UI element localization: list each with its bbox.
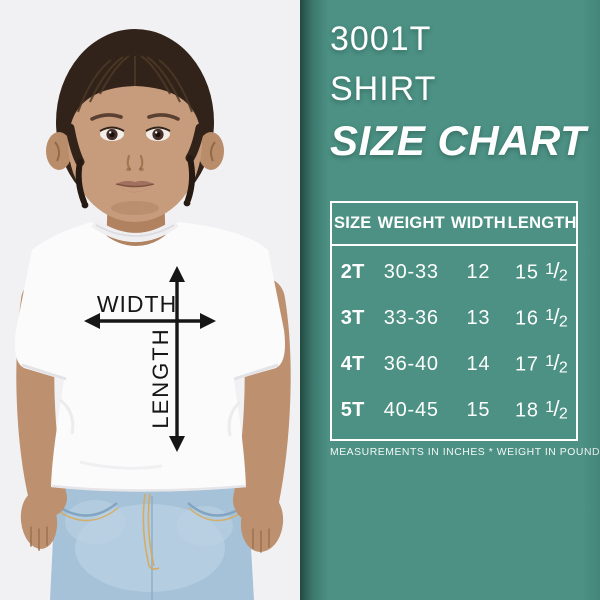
- length-cell: 15 1/2: [514, 258, 569, 285]
- table-row: 4T 36-40 14 17 1/2: [332, 341, 576, 387]
- tshirt: [15, 219, 285, 492]
- size-cell: 2T: [340, 260, 365, 283]
- header-cell-size: SIZE: [333, 214, 372, 232]
- weight-cell: 40-45: [383, 398, 439, 421]
- product-photo: WIDTH LENGTH: [0, 0, 300, 600]
- product-code-title: 3001T: [330, 20, 432, 58]
- weight-cell: 36-40: [383, 352, 439, 375]
- header-cell-weight: WEIGHT: [377, 214, 445, 232]
- child-head: [46, 29, 224, 261]
- table-row: 3T 33-36 13 16 1/2: [332, 295, 576, 341]
- width-cell: 14: [466, 352, 491, 375]
- product-type-title: SHIRT: [330, 70, 437, 108]
- width-cell: 13: [466, 306, 491, 329]
- table-row: 5T 40-45 15 18 1/2: [332, 387, 576, 433]
- header-cell-width: WIDTH: [450, 214, 506, 232]
- width-cell: 12: [466, 260, 491, 283]
- size-cell: 5T: [340, 398, 365, 421]
- size-cell: 3T: [340, 306, 365, 329]
- size-cell: 4T: [340, 352, 365, 375]
- size-table: SIZE WEIGHT WIDTH LENGTH 2T 30-33 12 15 …: [330, 201, 578, 441]
- size-table-header: SIZE WEIGHT WIDTH LENGTH: [332, 203, 576, 246]
- size-chart-panel: 3001T SHIRT SIZE CHART SIZE WEIGHT WIDTH…: [300, 0, 600, 600]
- length-cell: 17 1/2: [514, 350, 569, 377]
- jeans: [50, 478, 254, 600]
- length-cell: 16 1/2: [514, 304, 569, 331]
- size-table-body: 2T 30-33 12 15 1/2 3T 33-36 13 16 1/2 4T…: [332, 246, 576, 439]
- toddler-illustration: WIDTH LENGTH: [15, 29, 291, 600]
- header-cell-length: LENGTH: [507, 214, 577, 232]
- measurement-arrows: WIDTH LENGTH: [84, 266, 216, 452]
- width-cell: 15: [466, 398, 491, 421]
- measurement-footnote: MEASUREMENTS IN INCHES * WEIGHT IN POUND…: [330, 447, 600, 458]
- width-arrow-label: WIDTH: [97, 291, 177, 317]
- table-row: 2T 30-33 12 15 1/2: [332, 249, 576, 295]
- length-arrow-label: LENGTH: [148, 327, 173, 428]
- page-title: SIZE CHART: [330, 117, 587, 164]
- weight-cell: 30-33: [383, 260, 439, 283]
- weight-cell: 33-36: [383, 306, 439, 329]
- length-cell: 18 1/2: [514, 396, 569, 423]
